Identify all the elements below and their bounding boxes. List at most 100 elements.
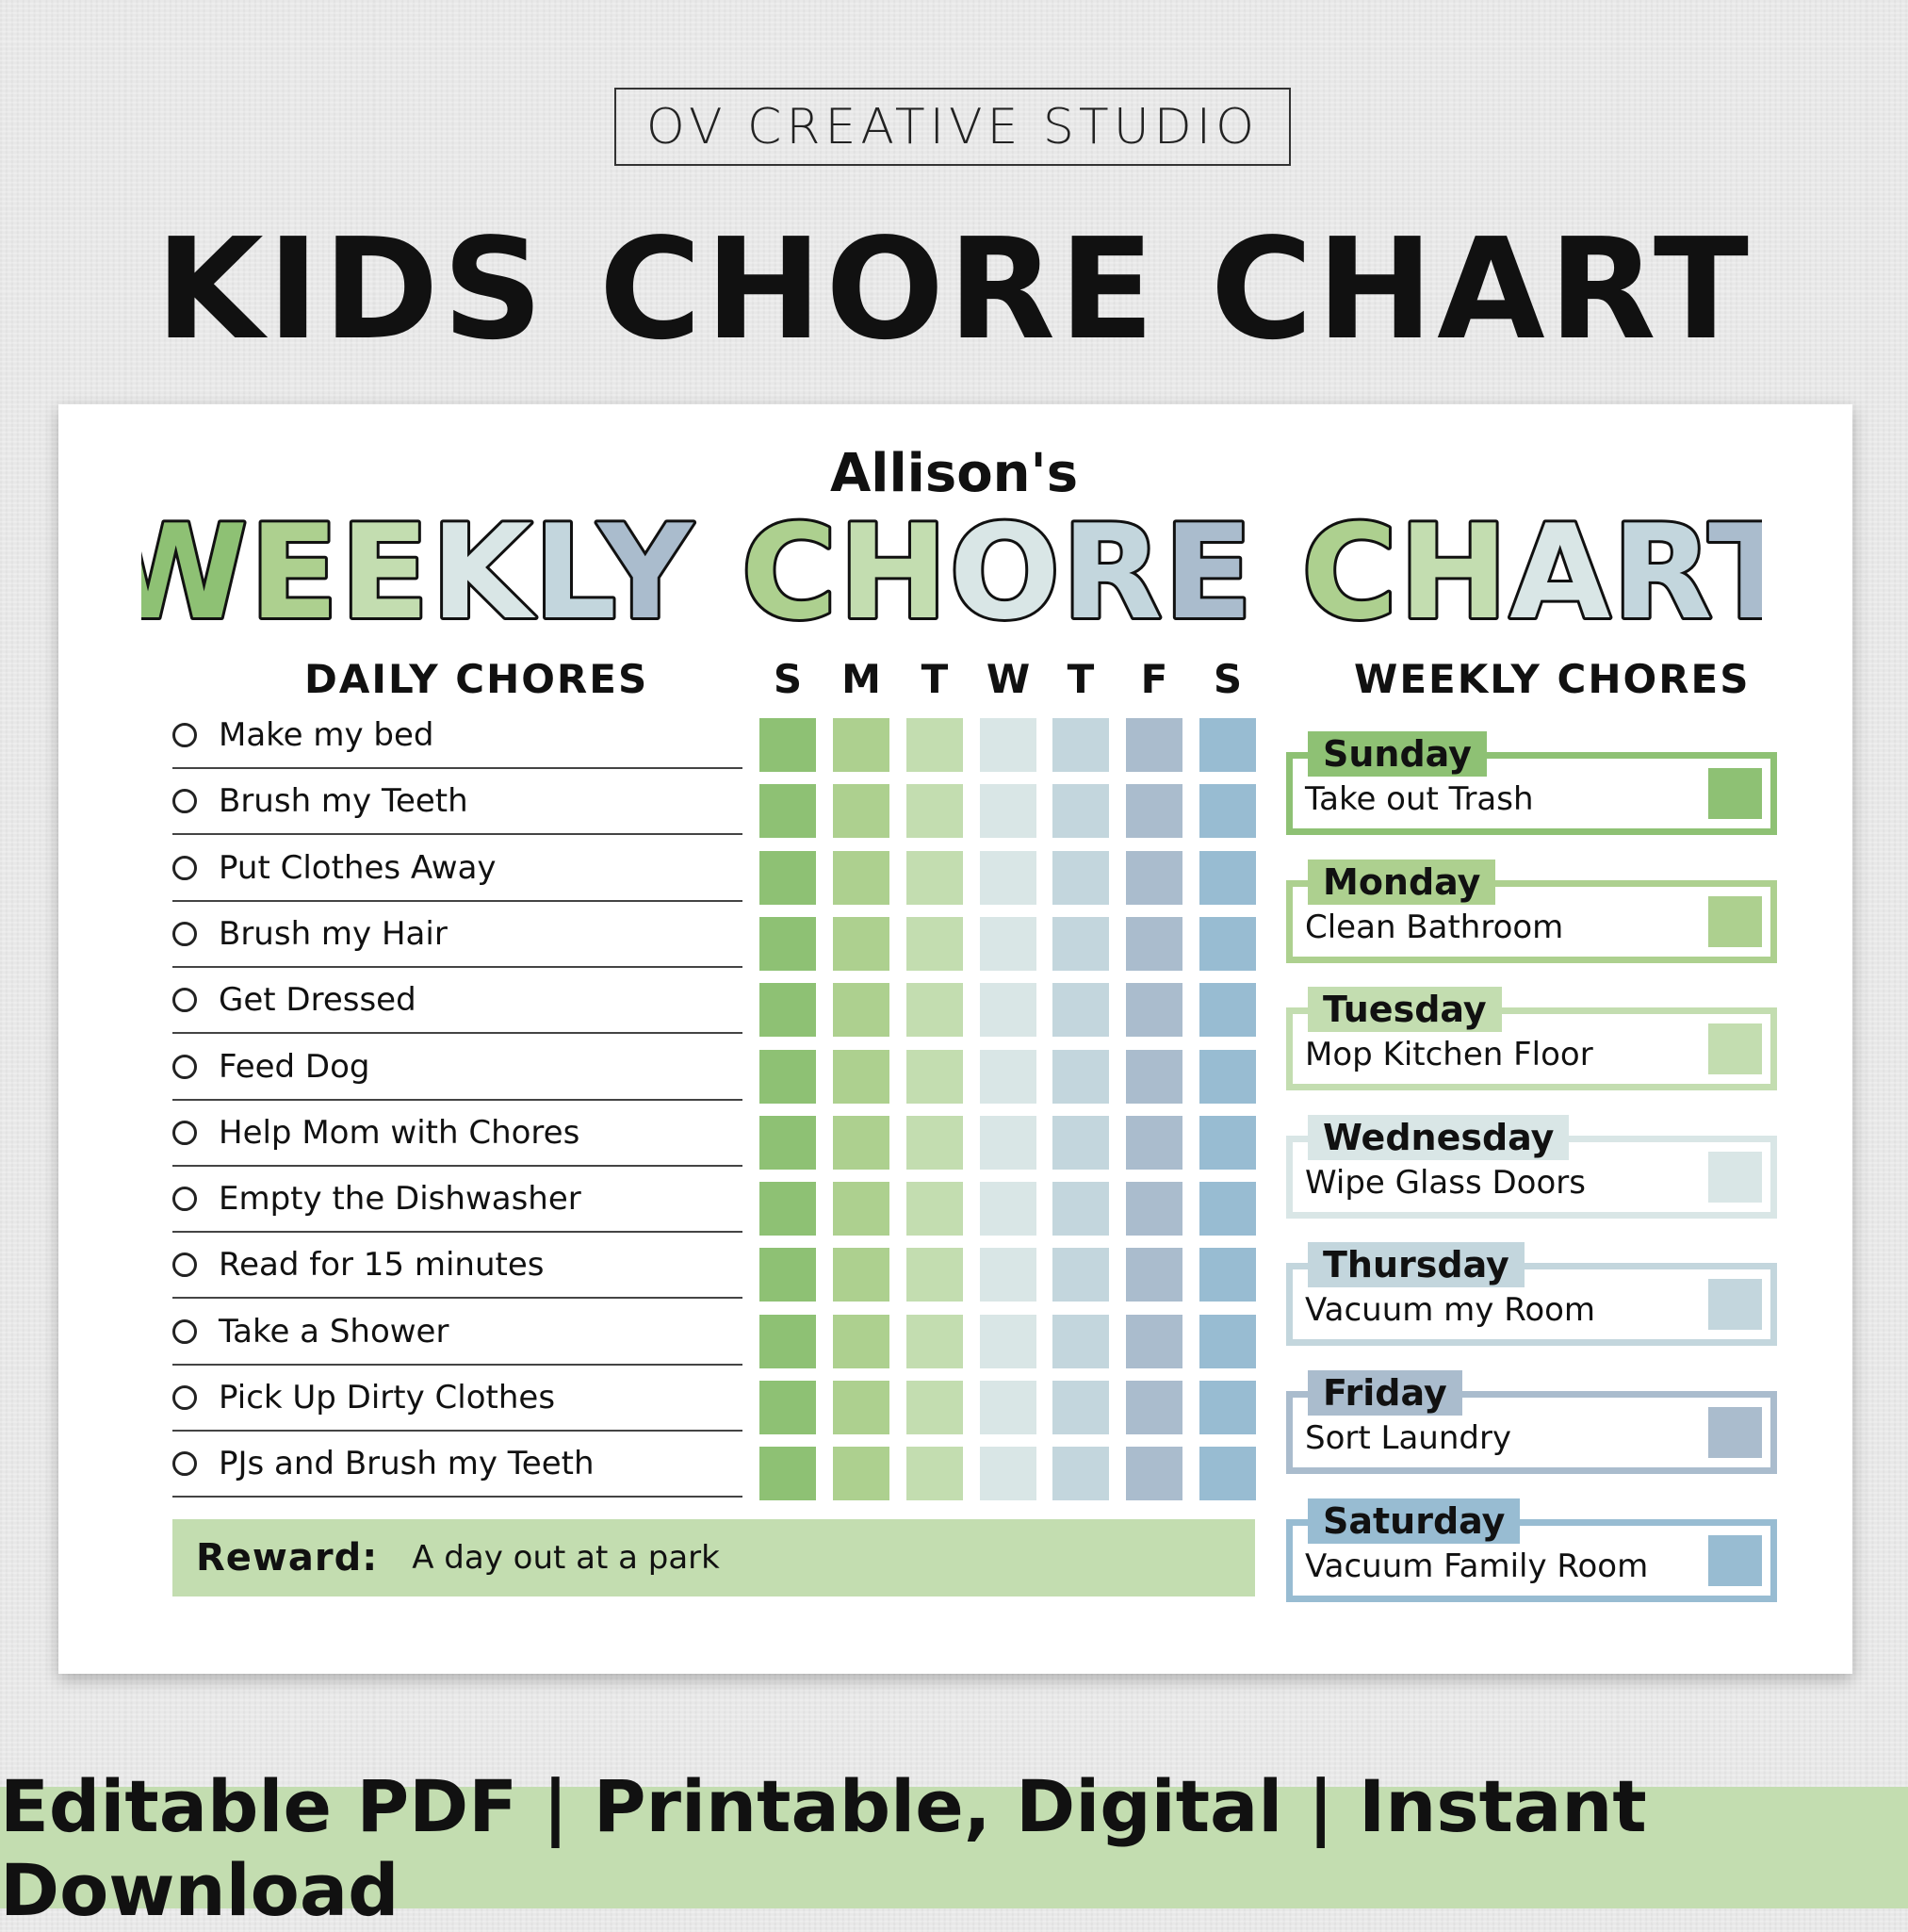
check-cell[interactable] [833,1447,889,1501]
check-cell[interactable] [1199,718,1256,772]
check-cell[interactable] [980,1115,1036,1170]
check-cell[interactable] [906,1115,963,1170]
check-cell[interactable] [906,784,963,839]
check-cell[interactable] [1199,784,1256,839]
check-cell[interactable] [759,1248,816,1302]
check-cell[interactable] [906,1248,963,1302]
check-cell[interactable] [906,983,963,1038]
check-cell[interactable] [1126,1447,1182,1501]
check-cell[interactable] [1126,1248,1182,1302]
check-cell[interactable] [980,1049,1036,1104]
check-cell[interactable] [1126,850,1182,905]
check-cell[interactable] [759,1381,816,1434]
studio-logo: OV CREATIVE STUDIO [614,88,1291,166]
bullet-circle-icon [172,1253,197,1278]
check-cell[interactable] [906,1314,963,1368]
check-cell[interactable] [759,916,816,971]
check-cell[interactable] [759,1314,816,1368]
check-cell[interactable] [980,1314,1036,1368]
check-cell[interactable] [1126,1182,1182,1236]
check-cell[interactable] [1126,1314,1182,1368]
check-cell[interactable] [1199,1182,1256,1236]
check-cell[interactable] [1052,916,1109,971]
check-cell[interactable] [906,1381,963,1434]
check-cell[interactable] [1126,916,1182,971]
weekly-check-cell[interactable] [1708,1279,1762,1331]
check-cell[interactable] [1052,1314,1109,1368]
weekly-check-cell[interactable] [1708,1151,1762,1203]
check-cell[interactable] [1199,850,1256,905]
weekly-check-cell[interactable] [1708,768,1762,819]
check-cell[interactable] [759,1049,816,1104]
check-cell[interactable] [759,1182,816,1236]
check-cell[interactable] [1199,983,1256,1038]
check-cell[interactable] [906,1447,963,1501]
weekly-check-cell[interactable] [1708,1407,1762,1458]
footer-text: Editable PDF | Printable, Digital | Inst… [0,1763,1647,1932]
check-cell[interactable] [833,1314,889,1368]
title-letter: Y [596,499,694,641]
check-cell[interactable] [1052,718,1109,772]
weekly-task: Mop Kitchen Floor [1305,1036,1593,1074]
check-cell[interactable] [759,1447,816,1501]
check-cell[interactable] [1126,1115,1182,1170]
check-cell[interactable] [906,1182,963,1236]
check-cell[interactable] [1199,916,1256,971]
daily-chore-row: PJs and Brush my Teeth [172,1432,742,1498]
check-cell[interactable] [906,916,963,971]
check-cell[interactable] [980,1248,1036,1302]
check-cell[interactable] [1126,718,1182,772]
check-cell[interactable] [1052,1381,1109,1434]
weekly-day-tab: Monday [1308,859,1496,905]
check-cell[interactable] [906,718,963,772]
check-cell[interactable] [833,1115,889,1170]
check-cell[interactable] [1052,1248,1109,1302]
check-cell[interactable] [1199,1381,1256,1434]
check-cell[interactable] [833,1049,889,1104]
check-cell[interactable] [980,718,1036,772]
check-cell[interactable] [980,1447,1036,1501]
check-cell[interactable] [980,916,1036,971]
check-cell[interactable] [1126,784,1182,839]
check-cell[interactable] [1199,1049,1256,1104]
check-cell[interactable] [1052,983,1109,1038]
check-cell[interactable] [833,1248,889,1302]
check-cell[interactable] [980,784,1036,839]
check-cell[interactable] [833,1182,889,1236]
check-cell[interactable] [1199,1115,1256,1170]
check-cell[interactable] [759,784,816,839]
check-cell[interactable] [980,1182,1036,1236]
check-cell[interactable] [1052,784,1109,839]
check-cell[interactable] [1199,1447,1256,1501]
check-cell[interactable] [1126,1381,1182,1434]
check-cell[interactable] [1052,1182,1109,1236]
check-cell[interactable] [1199,1248,1256,1302]
check-cell[interactable] [833,1381,889,1434]
check-cell[interactable] [833,850,889,905]
check-cell[interactable] [1126,983,1182,1038]
check-cell[interactable] [906,1049,963,1104]
check-cell[interactable] [1052,1115,1109,1170]
weekly-task: Sort Laundry [1305,1419,1512,1457]
check-cell[interactable] [833,983,889,1038]
check-cell[interactable] [759,983,816,1038]
check-cell[interactable] [833,916,889,971]
check-cell[interactable] [1199,1314,1256,1368]
check-cell[interactable] [1052,850,1109,905]
weekly-check-cell[interactable] [1708,895,1762,947]
check-cell[interactable] [1052,1447,1109,1501]
check-cell[interactable] [906,850,963,905]
check-cell[interactable] [1126,1049,1182,1104]
check-cell[interactable] [1052,1049,1109,1104]
check-cell[interactable] [759,850,816,905]
check-cell[interactable] [980,1381,1036,1434]
reward-value[interactable]: A day out at a park [412,1539,720,1577]
check-cell[interactable] [980,983,1036,1038]
check-cell[interactable] [759,718,816,772]
weekly-check-cell[interactable] [1708,1023,1762,1075]
weekly-check-cell[interactable] [1708,1534,1762,1586]
check-cell[interactable] [833,784,889,839]
check-cell[interactable] [833,718,889,772]
check-cell[interactable] [980,850,1036,905]
check-cell[interactable] [759,1115,816,1170]
